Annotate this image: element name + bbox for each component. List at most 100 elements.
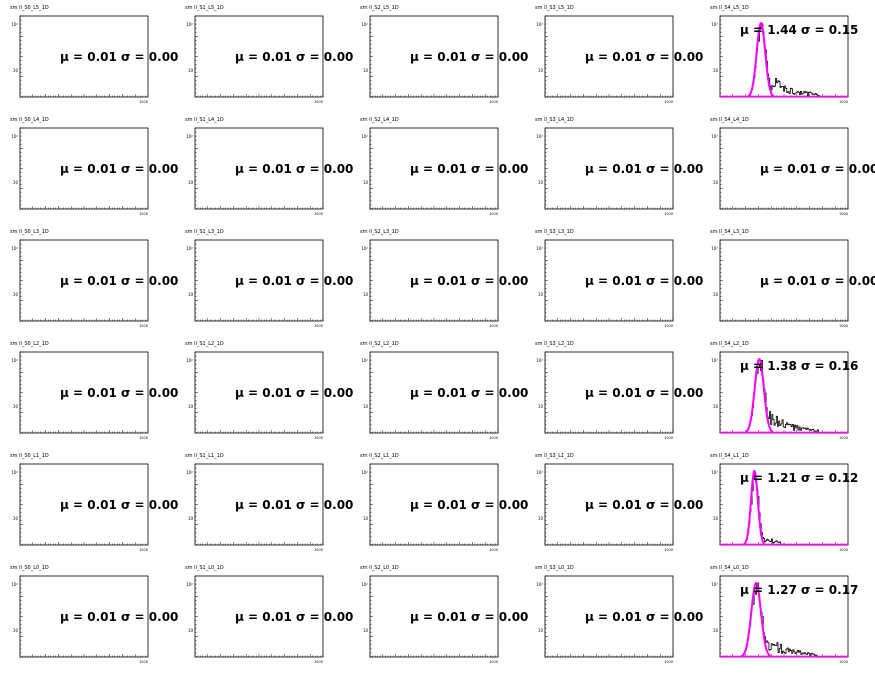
y-tick-label: 10² — [11, 246, 18, 251]
panel-title: sm ll_S4_L5_1D — [710, 5, 749, 11]
fit-statistics-label: μ = 0.01 σ = 0.00 — [410, 498, 529, 512]
histogram-plot: 10² 10 1000 — [711, 15, 849, 104]
histogram-plot: 10² 10 1000 — [536, 239, 674, 328]
y-tick-label: 10 — [188, 180, 194, 185]
y-tick-label: 10 — [363, 404, 369, 409]
panel-title: sm ll_S0_L0_1D — [10, 565, 49, 571]
y-tick-label: 10² — [536, 22, 543, 27]
fit-statistics-label: μ = 0.01 σ = 0.00 — [585, 274, 704, 288]
histogram-plot: 10² 10 1000 — [536, 15, 674, 104]
panel-title: sm ll_S3_L3_1D — [535, 229, 574, 235]
y-tick-label: 10 — [13, 180, 19, 185]
histogram-plot: 10² 10 1000 — [711, 239, 849, 328]
histogram-panel: sm ll_S2_L3_1D 10² 10 1000 μ = 0.01 σ = 0.00 — [350, 224, 528, 336]
fit-statistics-label: μ = 0.01 σ = 0.00 — [585, 386, 704, 400]
histogram-plot: 10² 10 1000 — [711, 575, 849, 664]
y-tick-label: 10² — [11, 582, 18, 587]
histogram-panel: sm ll_S1_L4_1D 10² 10 1000 μ = 0.01 σ = 0.00 — [175, 112, 353, 224]
x-tick-label: 1000 — [489, 436, 498, 440]
panel-title: sm ll_S4_L4_1D — [710, 117, 749, 123]
panel-title: sm ll_S2_L0_1D — [360, 565, 399, 571]
histogram-plot: 10² 10 1000 — [11, 239, 149, 328]
x-tick-label: 1000 — [839, 548, 848, 552]
histogram-panel: sm ll_S4_L0_1D 10² 10 1000 μ = 1.27 σ = 0.17 — [700, 560, 875, 672]
histogram-plot: 10² 10 1000 — [536, 463, 674, 552]
x-tick-label: 1000 — [489, 212, 498, 216]
x-tick-label: 1000 — [839, 100, 848, 104]
y-tick-label: 10 — [363, 180, 369, 185]
histogram-panel: sm ll_S3_L4_1D 10² 10 1000 μ = 0.01 σ = 0.00 — [525, 112, 704, 224]
fit-statistics-label: μ = 0.01 σ = 0.00 — [410, 386, 529, 400]
x-tick-label: 1000 — [664, 548, 673, 552]
histogram-plot: 10² 10 1000 — [536, 575, 674, 664]
fit-statistics-label: μ = 0.01 σ = 0.00 — [235, 50, 354, 64]
panel-title: sm ll_S0_L3_1D — [10, 229, 49, 235]
y-tick-label: 10 — [538, 516, 544, 521]
histogram-panel: sm ll_S0_L3_1D 10² 10 1000 μ = 0.01 σ = 0.00 — [0, 224, 178, 336]
y-tick-label: 10 — [188, 68, 194, 73]
histogram-bars — [741, 582, 848, 658]
histogram-plot: 10² 10 1000 — [536, 351, 674, 440]
y-tick-label: 10² — [711, 470, 718, 475]
y-tick-label: 10² — [536, 582, 543, 587]
histogram-plot: 10² 10 1000 — [186, 239, 324, 328]
y-tick-label: 10² — [711, 22, 718, 27]
fit-statistics-label: μ = 0.01 σ = 0.00 — [585, 162, 704, 176]
y-tick-label: 10 — [363, 68, 369, 73]
panel-title: sm ll_S0_L5_1D — [10, 5, 49, 11]
fit-statistics-label: μ = 1.21 σ = 0.12 — [740, 471, 859, 485]
y-tick-label: 10 — [188, 292, 194, 297]
y-tick-label: 10² — [536, 246, 543, 251]
histogram-panel: sm ll_S1_L3_1D 10² 10 1000 μ = 0.01 σ = 0.00 — [175, 224, 353, 336]
x-tick-label: 1000 — [139, 100, 148, 104]
fit-statistics-label: μ = 0.01 σ = 0.00 — [235, 498, 354, 512]
y-tick-label: 10 — [538, 404, 544, 409]
y-tick-label: 10² — [536, 470, 543, 475]
panel-title: sm ll_S3_L5_1D — [535, 5, 574, 11]
panel-title: sm ll_S1_L3_1D — [185, 229, 224, 235]
histogram-panel: sm ll_S3_L2_1D 10² 10 1000 μ = 0.01 σ = 0.00 — [525, 336, 704, 448]
histogram-plot: 10² 10 1000 — [361, 575, 499, 664]
x-tick-label: 1000 — [489, 324, 498, 328]
panel-title: sm ll_S1_L2_1D — [185, 341, 224, 347]
histogram-plot: 10² 10 1000 — [536, 127, 674, 216]
x-tick-label: 1000 — [314, 436, 323, 440]
y-tick-label: 10² — [361, 582, 368, 587]
fit-statistics-label: μ = 0.01 σ = 0.00 — [760, 274, 875, 288]
y-tick-label: 10 — [13, 628, 19, 633]
y-tick-label: 10 — [538, 68, 544, 73]
histogram-plot: 10² 10 1000 — [361, 127, 499, 216]
y-tick-label: 10² — [186, 358, 193, 363]
y-tick-label: 10² — [11, 22, 18, 27]
y-tick-label: 10 — [713, 628, 719, 633]
panel-title: sm ll_S3_L2_1D — [535, 341, 574, 347]
y-tick-label: 10² — [361, 22, 368, 27]
y-tick-label: 10² — [186, 246, 193, 251]
histogram-panel: sm ll_S3_L0_1D 10² 10 1000 μ = 0.01 σ = 0.00 — [525, 560, 703, 672]
x-tick-label: 1000 — [489, 100, 498, 104]
fit-statistics-label: μ = 1.44 σ = 0.15 — [740, 23, 859, 37]
x-tick-label: 1000 — [839, 436, 848, 440]
y-tick-label: 10 — [713, 404, 719, 409]
fit-statistics-label: μ = 0.01 σ = 0.00 — [60, 386, 179, 400]
y-tick-label: 10 — [713, 180, 719, 185]
histogram-panel: sm ll_S3_L3_1D 10² 10 1000 μ = 0.01 σ = 0.00 — [525, 224, 704, 336]
panel-title: sm ll_S0_L1_1D — [10, 453, 49, 459]
y-tick-label: 10² — [11, 358, 18, 363]
y-tick-label: 10² — [711, 134, 718, 139]
x-tick-label: 1000 — [139, 436, 148, 440]
histogram-bars — [745, 359, 848, 434]
fit-statistics-label: μ = 1.38 σ = 0.16 — [740, 359, 859, 373]
fit-statistics-label: μ = 0.01 σ = 0.00 — [585, 50, 704, 64]
y-tick-label: 10 — [188, 404, 194, 409]
y-tick-label: 10 — [13, 516, 19, 521]
panel-title: sm ll_S4_L2_1D — [710, 341, 749, 347]
histogram-panel: sm ll_S1_L2_1D 10² 10 1000 μ = 0.01 σ = 0.00 — [175, 336, 353, 448]
gaussian-fit-curve — [745, 357, 774, 434]
histogram-panel: sm ll_S0_L0_1D 10² 10 1000 μ = 0.01 σ = 0.00 — [0, 560, 178, 672]
y-tick-label: 10 — [188, 628, 194, 633]
y-tick-label: 10 — [13, 404, 19, 409]
panel-title: sm ll_S4_L0_1D — [710, 565, 749, 571]
fit-statistics-label: μ = 0.01 σ = 0.00 — [235, 610, 354, 624]
